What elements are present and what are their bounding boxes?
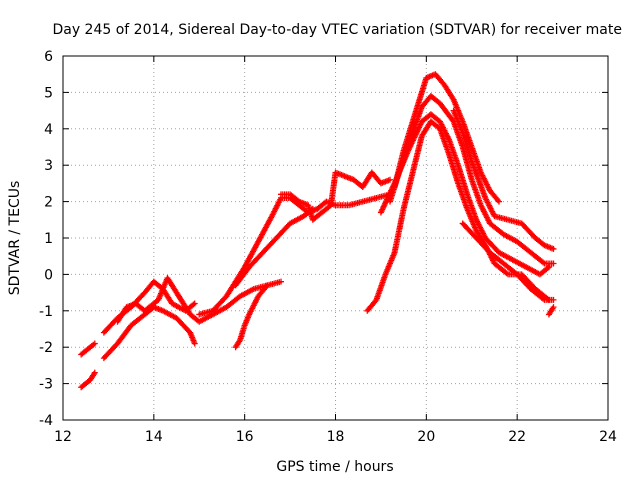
- data-point: [91, 369, 98, 376]
- y-tick-label: -4: [39, 413, 53, 429]
- y-tick-label: 4: [44, 122, 53, 138]
- data-point: [190, 301, 197, 308]
- series-track-14: [450, 107, 557, 252]
- x-axis-label: GPS time / hours: [276, 459, 393, 475]
- x-tick-label: 22: [508, 429, 526, 445]
- data-point: [550, 260, 557, 267]
- series-track-15: [459, 220, 557, 303]
- series-track-9: [278, 169, 393, 223]
- data-point: [387, 176, 393, 183]
- chart-title: Day 245 of 2014, Sidereal Day-to-day VTE…: [52, 22, 622, 38]
- y-tick-label: 1: [44, 231, 53, 247]
- data-point: [191, 340, 198, 347]
- data-point: [191, 300, 198, 307]
- y-tick-label: 3: [44, 158, 53, 174]
- data-point: [550, 245, 557, 252]
- x-tick-label: 12: [54, 429, 72, 445]
- x-tick-label: 18: [327, 429, 345, 445]
- y-tick-label: 6: [44, 49, 53, 65]
- data-point: [91, 340, 98, 347]
- y-tick-label: 5: [44, 85, 53, 101]
- y-axis-label: SDTVAR / TECUs: [7, 181, 23, 296]
- data-point: [496, 198, 502, 205]
- y-tick-label: 2: [44, 195, 53, 211]
- data-point: [264, 282, 271, 289]
- series-track-7: [232, 282, 271, 351]
- data-point: [545, 264, 552, 271]
- series-track-2: [78, 369, 98, 391]
- grid: [63, 56, 608, 420]
- series-track-11: [377, 111, 552, 278]
- y-tick-label: -2: [39, 340, 53, 356]
- series-track-16: [545, 304, 557, 318]
- series-track-1: [78, 340, 98, 358]
- series-track-13: [391, 71, 502, 205]
- x-tick-label: 14: [145, 429, 163, 445]
- x-tick-label: 20: [417, 429, 435, 445]
- data-point: [550, 296, 557, 303]
- series-track-4: [100, 304, 198, 362]
- y-tick-label: -3: [39, 377, 53, 393]
- series-track-6: [196, 191, 393, 318]
- plot-frame: [62, 55, 609, 421]
- y-tick-label: 0: [44, 267, 53, 283]
- series-track-8: [232, 205, 316, 289]
- x-tick-label: 16: [236, 429, 254, 445]
- series-track-5: [114, 275, 284, 325]
- data-points: [78, 71, 557, 391]
- y-tick-label: -1: [39, 304, 53, 320]
- data-point: [278, 278, 284, 285]
- data-point: [550, 304, 557, 311]
- x-tick-label: 24: [599, 429, 617, 445]
